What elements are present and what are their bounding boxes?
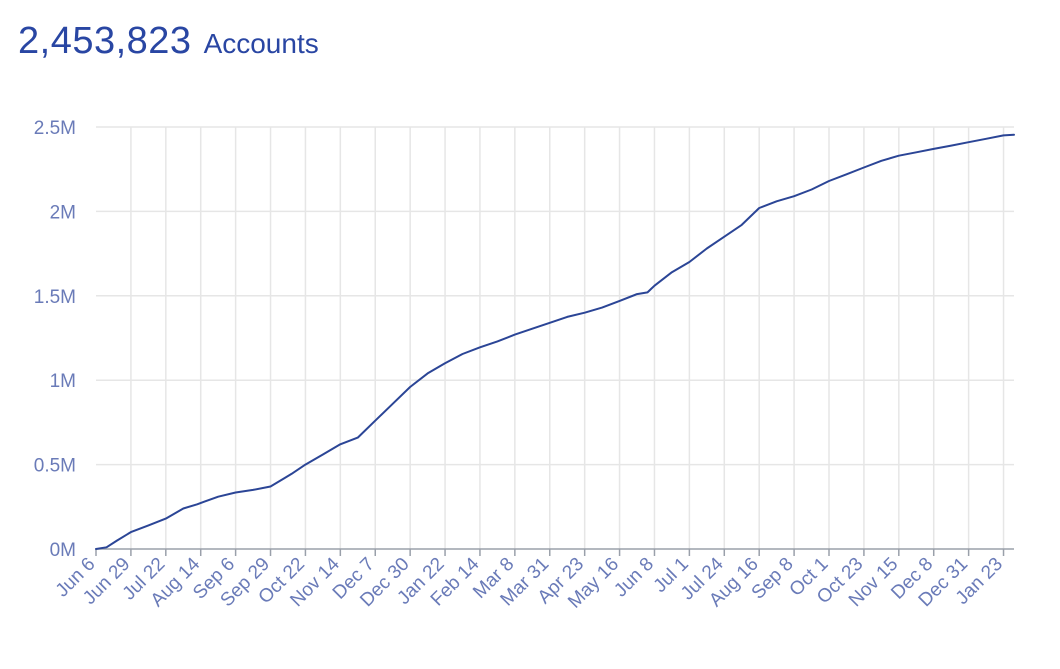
y-tick-label: 0M — [50, 540, 76, 561]
series-line-0 — [95, 133, 1015, 550]
grid-layer — [96, 126, 1014, 549]
y-tick-label: 1.5M — [34, 287, 76, 308]
x-tick-label: Jun 8 — [610, 554, 658, 602]
axis-layer — [95, 548, 1014, 556]
account-count: 2,453,823 — [18, 20, 192, 62]
y-tick-labels: 0M 0.5M 1M 1.5M 2M 2.5M — [34, 118, 76, 561]
chart-container: 0M 0.5M 1M 1.5M 2M 2.5M Jun 6 Jun 29 Jul 22 Aug … — [0, 100, 1060, 664]
y-tick-label: 1M — [50, 371, 76, 392]
y-tick-label: 2.5M — [34, 118, 76, 139]
header: 2,453,823 Accounts — [18, 20, 319, 72]
series-layer — [95, 133, 1015, 550]
y-tick-label: 0.5M — [34, 456, 76, 477]
account-unit: Accounts — [203, 28, 319, 59]
y-tick-label: 2M — [50, 202, 76, 223]
